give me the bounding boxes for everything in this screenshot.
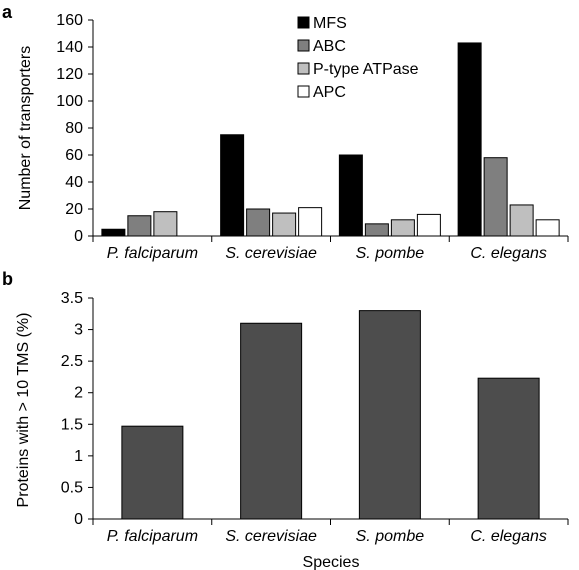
panel-b-y-tick-label: 3.5: [61, 290, 83, 307]
panel-a: a Number of transporters 0 20 40 60 80 100 120…: [2, 2, 569, 262]
legend-label-apc: APC: [313, 84, 346, 101]
bar-c-elegans: [477, 377, 540, 520]
panel-a-bars: [101, 42, 560, 237]
panel-a-y-tick-label: 20: [65, 201, 83, 218]
panel-a-y-tick-label: 40: [65, 174, 83, 191]
legend-swatch-abc: [297, 39, 310, 52]
panel-b-y-tick-label: 3: [74, 322, 83, 339]
bar-s-cerevisiae: [240, 322, 303, 520]
legend-swatch-apc: [297, 85, 310, 98]
panel-b-y-tick-label: 0.5: [61, 479, 83, 496]
panel-a-x-tick-labels: P. falciparum S. cerevisiae S. pombe C. ele…: [107, 245, 547, 262]
panel-a-y-tick-label: 140: [56, 39, 83, 56]
panel-b-x-tick-label-p-falciparum: P. falciparum: [107, 528, 198, 545]
bar-p-type-atpase-c-elegans: [509, 204, 534, 237]
panel-b-y-tick-label: 1.5: [61, 416, 83, 433]
bar-p-type-atpase-s-cerevisiae: [272, 212, 297, 237]
panel-b-x-axis-label: Species: [303, 554, 360, 570]
panel-b-axes: [92, 298, 569, 525]
panel-a-axes: [92, 20, 569, 242]
panel-b-y-ticks: 0 0.5 1 1.5 2 2.5 3 3.5: [61, 290, 93, 528]
panel-b-x-tick-label-c-elegans: C. elegans: [470, 528, 547, 545]
legend: MFS ABC P-type ATPase APC: [297, 15, 419, 101]
bar-abc-s-cerevisiae: [246, 208, 271, 237]
panel-a-y-tick-label: 80: [65, 120, 83, 137]
panel-b-y-axis-label: Proteins with > 10 TMS (%): [15, 313, 32, 508]
panel-a-y-tick-label: 0: [74, 228, 83, 245]
panel-a-y-tick-label: 60: [65, 147, 83, 164]
panel-b-y-tick-label: 1: [74, 448, 83, 465]
bar-mfs-c-elegans: [457, 42, 482, 237]
panel-a-y-tick-label: 120: [56, 66, 83, 83]
bar-p-falciparum: [121, 425, 184, 520]
panel-b-x-tick-labels: P. falciparum S. cerevisiae S. pombe C. ele…: [107, 528, 547, 545]
panel-a-x-tick-label-c-elegans: C. elegans: [470, 245, 547, 262]
bar-mfs-s-cerevisiae: [220, 134, 245, 237]
bar-s-pombe: [358, 310, 421, 520]
bar-abc-c-elegans: [483, 157, 508, 237]
bar-abc-s-pombe: [364, 223, 389, 237]
bar-apc-c-elegans: [535, 219, 560, 237]
panel-b-bars: [121, 310, 540, 520]
legend-swatch-p-type-atpase: [297, 62, 310, 75]
panel-b: b Proteins with > 10 TMS (%) Species 0 0.…: [2, 269, 569, 570]
legend-swatch-mfs: [297, 16, 310, 29]
bar-apc-s-pombe: [416, 213, 441, 237]
panel-b-y-tick-label: 2.5: [61, 353, 83, 370]
panel-a-y-tick-label: 100: [56, 93, 83, 110]
panel-b-x-tick-label-s-pombe: S. pombe: [356, 528, 425, 545]
bar-mfs-p-falciparum: [101, 228, 126, 237]
legend-label-abc: ABC: [313, 38, 346, 55]
panel-a-x-tick-label-s-pombe: S. pombe: [356, 245, 425, 262]
panel-a-y-axis-label: Number of transporters: [17, 46, 34, 211]
panel-a-x-tick-label-s-cerevisiae: S. cerevisiae: [225, 245, 317, 262]
legend-label-mfs: MFS: [313, 15, 347, 32]
panel-a-y-tick-label: 160: [56, 12, 83, 29]
panel-a-label: a: [2, 2, 13, 22]
bar-apc-s-cerevisiae: [298, 207, 323, 237]
bar-abc-p-falciparum: [127, 215, 152, 237]
panel-a-y-ticks: 0 20 40 60 80 100 120 140 160: [56, 12, 93, 245]
panel-b-y-tick-label: 0: [74, 511, 83, 528]
bar-p-type-atpase-s-pombe: [390, 219, 415, 237]
panel-b-y-tick-label: 2: [74, 385, 83, 402]
panel-b-label: b: [2, 269, 13, 289]
panel-b-x-tick-label-s-cerevisiae: S. cerevisiae: [225, 528, 317, 545]
bar-mfs-s-pombe: [338, 154, 363, 237]
bar-p-type-atpase-p-falciparum: [153, 211, 178, 237]
legend-label-p-type-atpase: P-type ATPase: [313, 61, 419, 78]
panel-a-x-tick-label-p-falciparum: P. falciparum: [107, 245, 198, 262]
